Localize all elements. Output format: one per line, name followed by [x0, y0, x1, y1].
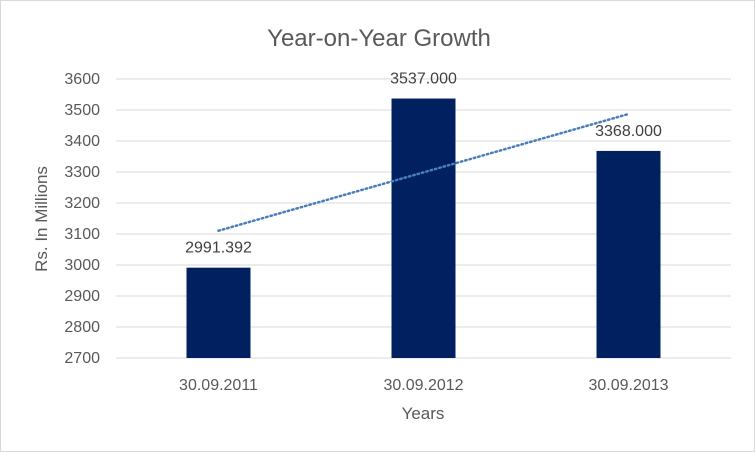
y-tick-label: 3200	[64, 195, 100, 212]
trendline-layer	[217, 112, 630, 232]
linear-trendline	[217, 112, 630, 232]
bar-30.09.2012	[391, 98, 456, 358]
y-tick-label: 2700	[64, 350, 100, 367]
y-axis-title: Rs. In Millions	[32, 166, 51, 272]
bars	[186, 98, 661, 358]
x-axis-title: Years	[402, 404, 445, 423]
chart-title: Year-on-Year Growth	[267, 25, 491, 52]
y-tick-label: 3100	[64, 226, 100, 243]
bar-30.09.2013	[596, 150, 661, 358]
bar-30.09.2011	[186, 267, 251, 358]
data-label: 3537.000	[390, 71, 457, 88]
y-tick-label: 3600	[64, 71, 100, 88]
y-tick-label: 3500	[64, 102, 100, 119]
x-tick-label: 30.09.2011	[179, 377, 258, 394]
y-tick-label: 3300	[64, 164, 100, 181]
data-label: 2991.392	[185, 240, 252, 257]
y-tick-label: 2800	[64, 319, 100, 336]
y-tick-label: 3000	[64, 257, 100, 274]
y-tick-label: 2900	[64, 288, 100, 305]
x-tick-label: 30.09.2012	[383, 377, 463, 394]
data-label: 3368.000	[595, 123, 662, 140]
labels: 2700 2800 2900 3000 3100 3200 3300 3400 3500 3600…	[64, 71, 668, 394]
x-tick-label: 30.09.2013	[588, 377, 668, 394]
y-tick-label: 3400	[64, 133, 100, 150]
